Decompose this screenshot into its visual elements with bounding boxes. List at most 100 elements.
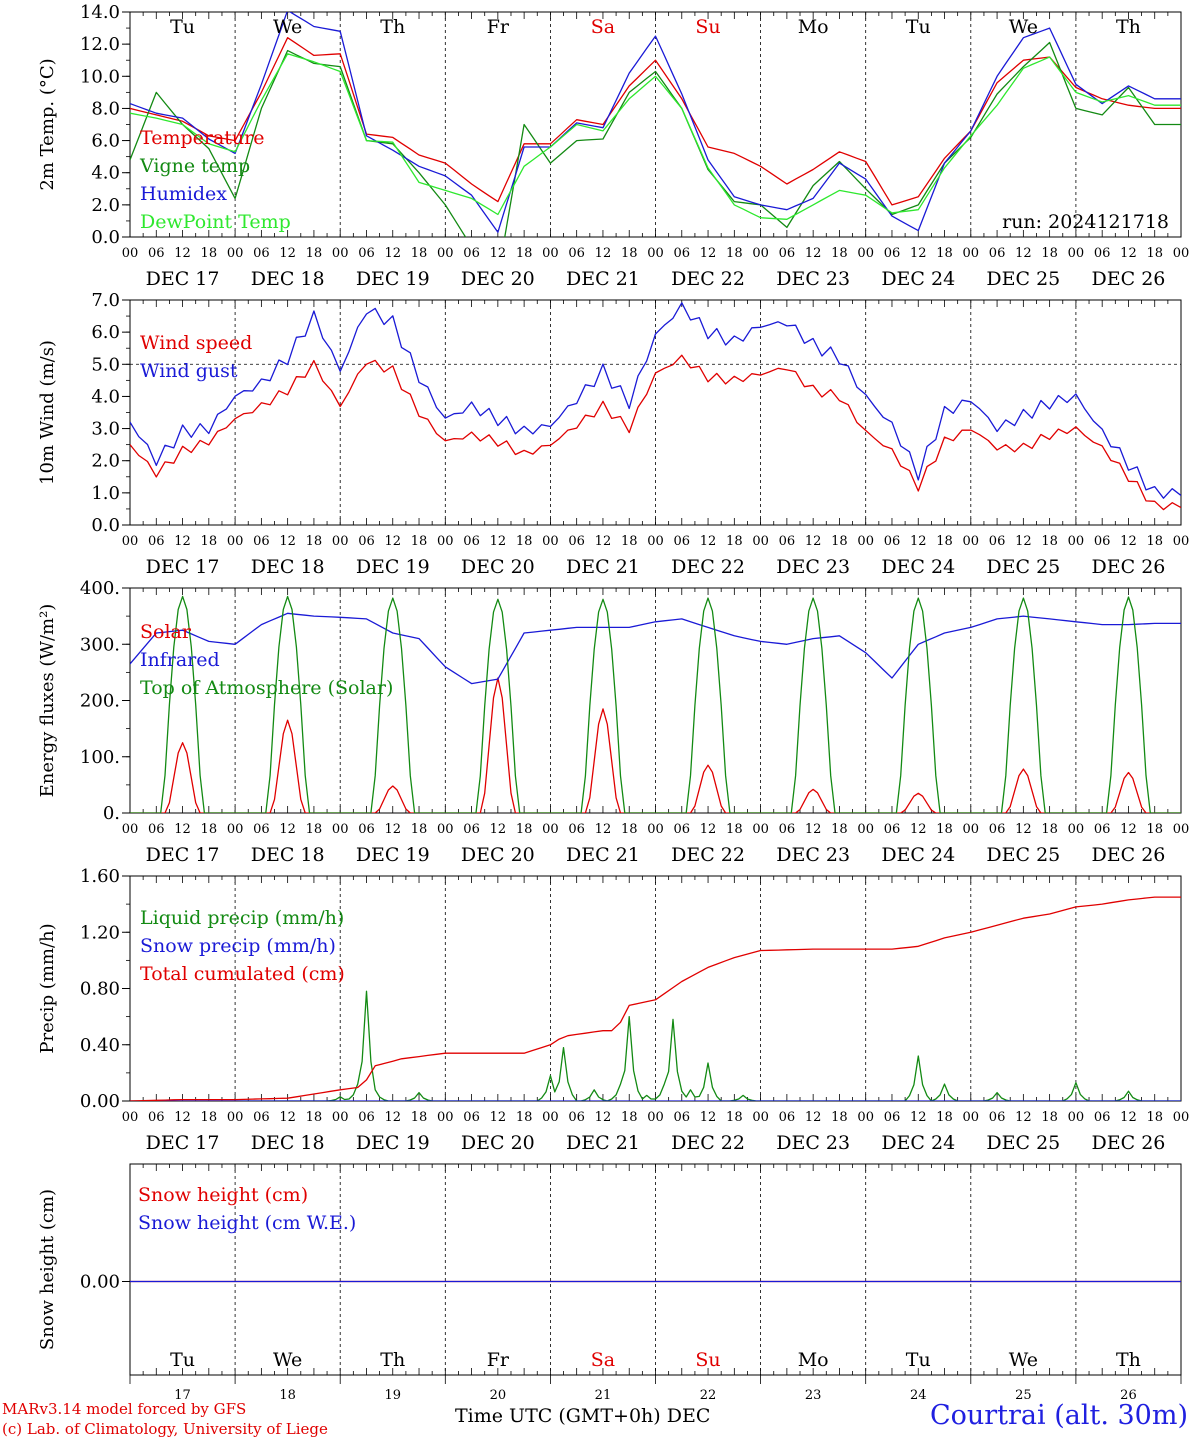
date-label: DEC 19 xyxy=(356,268,430,290)
hour-tick-label: 06 xyxy=(1094,822,1111,837)
hour-tick-label: 18 xyxy=(1041,822,1058,837)
hour-tick-label: 06 xyxy=(463,246,480,261)
panel-4 xyxy=(122,875,1182,1102)
hour-tick-label: 18 xyxy=(1146,534,1163,549)
y-tick-label: 2.0 xyxy=(91,451,120,472)
y-axis-label: Snow height (cm) xyxy=(37,1189,58,1350)
hour-tick-label: 12 xyxy=(490,534,507,549)
hour-tick-label: 06 xyxy=(674,246,691,261)
series-humidex xyxy=(130,12,1181,233)
hour-tick-label: 12 xyxy=(1015,1110,1032,1125)
y-tick-label: 3.0 xyxy=(91,419,120,440)
y-tick-label: 0.00 xyxy=(80,1272,120,1293)
hour-tick-label: 18 xyxy=(936,822,953,837)
hour-tick-label: 12 xyxy=(595,246,612,261)
series-top-of-atmosphere-solar- xyxy=(130,595,1181,813)
hour-tick-label: 18 xyxy=(306,534,323,549)
hour-tick-label: 06 xyxy=(463,1110,480,1125)
date-label: DEC 19 xyxy=(356,1132,430,1154)
hour-tick-label: 12 xyxy=(1120,1110,1137,1125)
hour-tick-label: 06 xyxy=(358,1110,375,1125)
hour-tick-label: 00 xyxy=(332,534,349,549)
hour-tick-label: 18 xyxy=(936,1110,953,1125)
date-label: DEC 24 xyxy=(881,268,955,290)
hour-tick-label: 06 xyxy=(989,1110,1006,1125)
hour-tick-label: 00 xyxy=(1068,246,1085,261)
panel-3 xyxy=(122,587,1182,814)
hour-tick-label: 18 xyxy=(1146,822,1163,837)
hour-tick-label: 00 xyxy=(752,822,769,837)
series-group xyxy=(130,12,1181,237)
day-number-label: 18 xyxy=(279,1388,296,1403)
weekday-label: Su xyxy=(695,1349,720,1371)
y-tick-label: 0.80 xyxy=(80,979,120,1000)
y-tick-label: 0. xyxy=(103,803,120,824)
y-tick-label: 200. xyxy=(80,691,120,712)
legend-entry: Vigne temp xyxy=(139,155,250,177)
date-label: DEC 22 xyxy=(671,1132,745,1154)
date-label: DEC 23 xyxy=(776,268,850,290)
hour-tick-label: 06 xyxy=(674,1110,691,1125)
hour-tick-label: 00 xyxy=(122,822,139,837)
weekday-label: We xyxy=(273,1349,302,1371)
hour-tick-label: 00 xyxy=(437,822,454,837)
hour-tick-label: 06 xyxy=(989,246,1006,261)
hour-tick-label: 06 xyxy=(568,246,585,261)
date-label: DEC 23 xyxy=(776,556,850,578)
hour-tick-label: 06 xyxy=(568,822,585,837)
series-wind-gust xyxy=(130,302,1181,499)
hour-tick-label: 18 xyxy=(726,534,743,549)
hour-tick-label: 06 xyxy=(148,246,165,261)
hour-tick-label: 12 xyxy=(174,1110,191,1125)
series-temperature xyxy=(130,37,1181,206)
day-number-label: 21 xyxy=(595,1388,612,1403)
date-label: DEC 17 xyxy=(146,268,220,290)
series-total-cumulated-cm- xyxy=(130,896,1181,1101)
hour-tick-label: 18 xyxy=(516,822,533,837)
hour-tick-label: 00 xyxy=(647,534,664,549)
date-label: DEC 20 xyxy=(461,268,535,290)
hour-tick-label: 12 xyxy=(805,534,822,549)
hour-tick-label: 00 xyxy=(437,246,454,261)
weekday-label: Mo xyxy=(798,1349,829,1371)
hour-tick-label: 12 xyxy=(384,1110,401,1125)
weekday-label: Mo xyxy=(798,16,829,38)
legend-entry: Wind gust xyxy=(140,360,238,382)
weekday-label: Th xyxy=(380,1349,405,1371)
y-tick-label: 0.0 xyxy=(91,227,120,248)
hour-tick-label: 06 xyxy=(674,534,691,549)
hour-tick-label: 00 xyxy=(963,1110,980,1125)
date-label: DEC 26 xyxy=(1092,1132,1166,1154)
hour-tick-label: 18 xyxy=(621,822,638,837)
panel-1 xyxy=(122,11,1182,238)
series-liquid-precip-mm-h- xyxy=(130,990,1181,1101)
date-label: DEC 25 xyxy=(986,1132,1060,1154)
date-label: DEC 17 xyxy=(146,844,220,866)
date-label: DEC 26 xyxy=(1092,268,1166,290)
hour-tick-label: 00 xyxy=(1173,822,1190,837)
y-tick-label: 4.0 xyxy=(91,386,120,407)
hour-tick-label: 18 xyxy=(1041,246,1058,261)
y-tick-label: 6.0 xyxy=(91,322,120,343)
weekday-label: Th xyxy=(1116,16,1141,38)
hour-tick-label: 18 xyxy=(936,246,953,261)
legend-entry: Infrared xyxy=(140,649,220,671)
y-tick-label: 7.0 xyxy=(91,290,120,311)
hour-tick-label: 00 xyxy=(437,1110,454,1125)
day-number-label: 24 xyxy=(910,1388,927,1403)
hour-tick-label: 18 xyxy=(621,246,638,261)
date-label: DEC 20 xyxy=(461,844,535,866)
hour-tick-label: 06 xyxy=(148,822,165,837)
hour-tick-label: 00 xyxy=(752,246,769,261)
y-tick-label: 1.20 xyxy=(80,922,120,943)
weekday-label: Sa xyxy=(591,16,615,38)
hour-tick-label: 18 xyxy=(306,246,323,261)
hour-tick-label: 12 xyxy=(1015,246,1032,261)
series-group xyxy=(130,595,1181,813)
hour-tick-label: 06 xyxy=(674,822,691,837)
hour-tick-label: 06 xyxy=(989,822,1006,837)
y-tick-label: 100. xyxy=(80,747,120,768)
weekday-label: Th xyxy=(1116,1349,1141,1371)
hour-tick-label: 12 xyxy=(1120,534,1137,549)
weekday-label: Fr xyxy=(487,1349,510,1371)
